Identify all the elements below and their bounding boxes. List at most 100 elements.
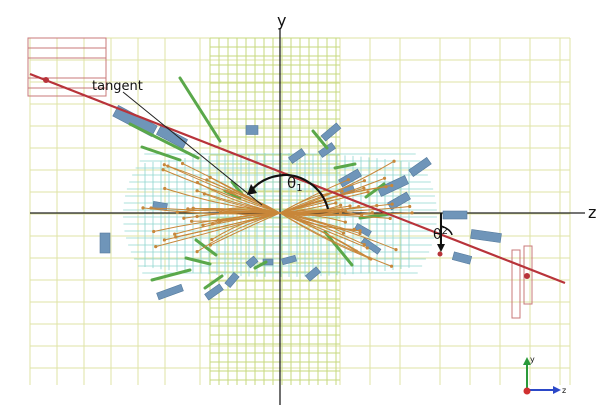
- track-endpoint: [369, 257, 373, 261]
- jet-segment: [364, 182, 386, 199]
- hit-module: [245, 125, 259, 135]
- hit-module: [442, 210, 468, 220]
- theta1-label: θ1: [287, 174, 303, 194]
- track-endpoint: [389, 264, 394, 268]
- track-endpoint: [163, 186, 167, 191]
- track-endpoint: [390, 202, 394, 206]
- muon-chamber-right: [511, 245, 533, 319]
- reference-point-left: [43, 77, 49, 83]
- track-endpoint: [365, 246, 369, 250]
- tangent-leader: [122, 91, 263, 206]
- reference-line: [29, 72, 566, 285]
- track-endpoint: [362, 242, 366, 247]
- jet-segment: [323, 230, 354, 267]
- track: [196, 212, 281, 253]
- hit-module: [304, 266, 322, 282]
- y-axis-label: y: [277, 11, 286, 30]
- track: [164, 212, 281, 241]
- jet-segment: [358, 212, 392, 220]
- track-endpoint: [408, 204, 412, 209]
- track-endpoint: [217, 208, 221, 212]
- track: [210, 212, 281, 246]
- reference-point-mid: [437, 251, 443, 257]
- track-endpoint: [348, 204, 352, 208]
- track: [204, 193, 281, 214]
- theta2-label: θ2: [433, 226, 448, 243]
- jet-segments: [128, 76, 392, 290]
- track-endpoint: [189, 219, 194, 223]
- track-endpoint: [191, 206, 195, 210]
- track-endpoint: [382, 176, 387, 180]
- jet-segment: [253, 260, 268, 270]
- particle-tracks: [141, 159, 414, 268]
- track-endpoint: [341, 231, 346, 235]
- jet-segment: [333, 162, 357, 170]
- hit-module: [204, 283, 224, 301]
- track-endpoint: [161, 168, 165, 172]
- track-endpoint: [362, 179, 367, 183]
- track: [279, 205, 351, 214]
- track-endpoint: [195, 250, 199, 254]
- z-axis-label: z: [588, 203, 596, 222]
- jet-segment: [140, 145, 182, 162]
- track-endpoint: [216, 218, 221, 222]
- track-endpoint: [362, 186, 366, 190]
- track-endpoint: [205, 178, 209, 182]
- track-endpoint: [360, 213, 364, 217]
- hit-module: [408, 156, 432, 178]
- track-endpoint: [152, 229, 156, 234]
- track-endpoint: [182, 216, 186, 220]
- track-endpoint: [340, 189, 344, 193]
- track-endpoint: [195, 189, 199, 193]
- track-endpoint: [154, 244, 158, 249]
- coordinate-triad: y z: [523, 355, 566, 395]
- track-endpoint: [201, 223, 205, 227]
- calorimeter-grid: [209, 37, 340, 385]
- hit-module: [451, 251, 473, 265]
- hit-module: [156, 283, 184, 301]
- triad-z-label: z: [562, 386, 566, 395]
- track: [279, 205, 410, 214]
- hit-module: [156, 125, 188, 149]
- jet-segment: [178, 76, 222, 143]
- track-endpoint: [358, 229, 362, 233]
- track-endpoint: [392, 159, 396, 163]
- theta2-arrowhead: [437, 244, 445, 252]
- track-endpoint: [210, 237, 214, 242]
- triad-y-label: y: [530, 355, 535, 364]
- hit-module: [281, 254, 297, 266]
- track-endpoint: [370, 211, 374, 215]
- track-endpoint: [390, 183, 394, 188]
- track: [206, 179, 281, 214]
- jet-segment: [194, 238, 218, 257]
- hit-module: [387, 191, 411, 211]
- track-endpoint: [339, 203, 343, 207]
- track-endpoint: [210, 222, 214, 226]
- hit-module: [224, 271, 240, 289]
- hit-module: [354, 222, 372, 238]
- reference-point-right: [524, 273, 530, 279]
- jet-segment: [128, 122, 200, 160]
- track-endpoint: [358, 231, 362, 236]
- track-endpoint: [366, 190, 370, 194]
- track: [279, 212, 370, 259]
- hit-module: [360, 237, 382, 255]
- hit-module: [320, 122, 342, 142]
- track-endpoint: [162, 163, 166, 167]
- track: [279, 212, 372, 260]
- track-endpoint: [162, 238, 167, 242]
- track-endpoint: [410, 211, 414, 215]
- track: [193, 207, 281, 214]
- hit-module: [245, 255, 259, 269]
- theta1-arc: [250, 173, 330, 210]
- track-endpoint: [334, 201, 338, 205]
- track-endpoint: [388, 216, 392, 221]
- track-endpoint: [225, 189, 229, 193]
- track: [279, 190, 343, 214]
- jet-segment: [184, 256, 212, 266]
- hit-module: [288, 148, 306, 164]
- theta1-arrowhead: [247, 184, 257, 195]
- track-endpoint: [375, 204, 379, 208]
- track-endpoint: [173, 232, 177, 236]
